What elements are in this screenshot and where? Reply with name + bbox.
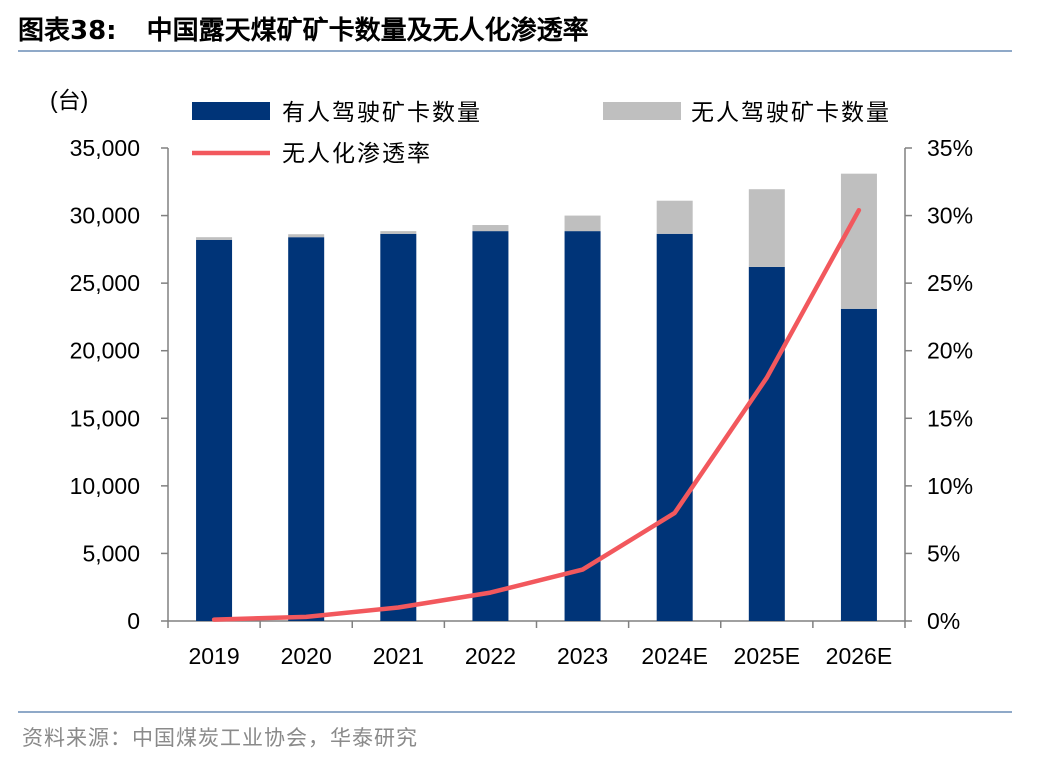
right-tick-label: 35% bbox=[927, 135, 973, 161]
title-rule bbox=[18, 50, 1012, 52]
bar-manned bbox=[656, 233, 693, 621]
x-tick-label: 2019 bbox=[188, 643, 239, 669]
right-tick-label: 25% bbox=[927, 270, 973, 296]
bar-unmanned bbox=[196, 237, 233, 240]
bar-manned bbox=[564, 231, 601, 621]
bar-unmanned bbox=[840, 173, 877, 309]
bar-unmanned bbox=[564, 215, 601, 232]
bar-unmanned bbox=[380, 231, 417, 234]
x-tick-label: 2025E bbox=[734, 643, 801, 669]
x-tick-label: 2024E bbox=[641, 643, 708, 669]
axes: 0 5,000 10,000 15,000 20,000 25,000 30,000 35,0… bbox=[50, 87, 973, 669]
source-rule bbox=[18, 711, 1012, 713]
rate-line-path bbox=[211, 207, 862, 622]
y-unit-label: (台) bbox=[50, 87, 88, 113]
bar-unmanned bbox=[288, 234, 325, 238]
figure-number: 图表38: bbox=[18, 16, 117, 46]
left-tick-label: 25,000 bbox=[70, 270, 140, 296]
bar-unmanned bbox=[656, 200, 693, 234]
bar-manned bbox=[472, 231, 509, 621]
legend-label-unmanned: 无人驾驶矿卡数量 bbox=[691, 100, 891, 126]
x-tick-label: 2021 bbox=[373, 643, 424, 669]
legend-swatch-unmanned bbox=[603, 102, 681, 120]
bar-manned bbox=[840, 308, 877, 621]
left-tick-label: 0 bbox=[127, 608, 140, 634]
x-tick-label: 2022 bbox=[465, 643, 516, 669]
legend-label-manned: 有人驾驶矿卡数量 bbox=[282, 100, 482, 126]
left-tick-label: 10,000 bbox=[70, 473, 140, 499]
left-tick-label: 5,000 bbox=[82, 540, 140, 566]
bar-unmanned bbox=[472, 225, 509, 232]
bars bbox=[196, 173, 877, 622]
right-tick-label: 15% bbox=[927, 405, 973, 431]
right-tick-label: 0% bbox=[927, 608, 960, 634]
chart-title: 图表38: 中国露天煤矿矿卡数量及无人化渗透率 bbox=[18, 10, 589, 47]
left-tick-label: 20,000 bbox=[70, 338, 140, 364]
left-tick-label: 35,000 bbox=[70, 135, 140, 161]
chart: 0 5,000 10,000 15,000 20,000 25,000 30,000 35,0… bbox=[50, 87, 973, 669]
left-tick-label: 15,000 bbox=[70, 405, 140, 431]
right-tick-label: 30% bbox=[927, 203, 973, 229]
x-tick-label: 2026E bbox=[826, 643, 893, 669]
bar-manned bbox=[748, 266, 785, 621]
left-tick-label: 30,000 bbox=[70, 203, 140, 229]
x-tick-label: 2023 bbox=[557, 643, 608, 669]
x-tick-label: 2020 bbox=[281, 643, 332, 669]
rate-line bbox=[211, 207, 862, 622]
legend-swatch-manned bbox=[192, 102, 270, 120]
bar-manned bbox=[288, 237, 325, 622]
right-tick-label: 5% bbox=[927, 540, 960, 566]
title-text: 中国露天煤矿矿卡数量及无人化渗透率 bbox=[146, 16, 589, 46]
bar-manned bbox=[196, 239, 233, 621]
bar-unmanned bbox=[748, 189, 785, 267]
right-tick-label: 20% bbox=[927, 338, 973, 364]
right-tick-label: 10% bbox=[927, 473, 973, 499]
legend-label-rate: 无人化渗透率 bbox=[282, 141, 432, 167]
source-note: 资料来源：中国煤炭工业协会，华泰研究 bbox=[22, 726, 418, 750]
bar-manned bbox=[380, 233, 417, 621]
